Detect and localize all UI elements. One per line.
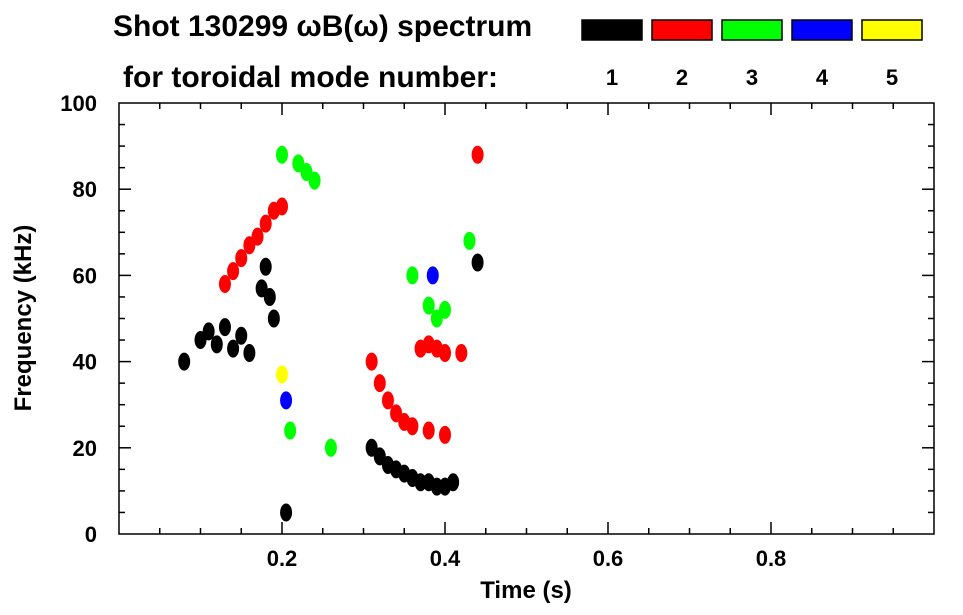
legend-swatch-4 — [791, 19, 853, 41]
spectrum-point-n3-9 — [439, 300, 451, 319]
x-tick-label: 0.4 — [430, 546, 461, 571]
spectrum-point-n2-4 — [251, 227, 264, 246]
spectrum-point-n2-20 — [455, 343, 468, 362]
y-tick-label: 0 — [85, 522, 97, 547]
spectrum-point-n3-10 — [463, 231, 476, 250]
legend-label-5: 5 — [886, 65, 898, 90]
spectrum-point-n2-21 — [471, 145, 484, 164]
legend-swatch-1 — [581, 19, 643, 41]
y-tick-label: 60 — [73, 263, 97, 288]
chart-subtitle: for toroidal mode number: — [123, 61, 498, 94]
spectrum-point-n2-1 — [227, 262, 240, 281]
spectrum-point-n1-3 — [210, 335, 223, 354]
y-tick-label: 100 — [60, 91, 97, 116]
spectrum-point-n2-13 — [406, 417, 419, 436]
spectrum-point-n1-7 — [243, 343, 256, 362]
spectrum-point-n2-2 — [235, 249, 248, 268]
spectrum-point-n2-9 — [373, 374, 386, 393]
spectrum-point-n2-5 — [259, 214, 272, 233]
spectrum-data — [178, 145, 484, 522]
y-tick-label: 40 — [73, 350, 97, 375]
y-tick-labels: 0 20 40 60 80 100 — [60, 91, 97, 547]
x-axis-title: Time (s) — [480, 577, 572, 604]
spectrum-point-n1-6 — [235, 326, 248, 345]
legend-swatch-2 — [651, 19, 713, 41]
plot-frame — [118, 102, 935, 535]
spectrum-point-n3-6 — [406, 266, 419, 285]
legend-label-3: 3 — [746, 65, 758, 90]
spectrum-point-n2-7 — [276, 197, 288, 216]
x-tick-label: 0.2 — [267, 546, 298, 571]
axis-ticks — [119, 103, 934, 534]
x-tick-label: 0.8 — [756, 546, 787, 571]
spectrum-point-n1-2 — [202, 322, 215, 341]
spectrum-point-n2-10 — [381, 391, 394, 410]
legend-label-2: 2 — [676, 65, 688, 90]
legend: 1 2 3 4 5 — [581, 19, 923, 90]
spectrum-point-n2-0 — [218, 275, 231, 294]
spectrum-point-n1-9 — [259, 257, 272, 276]
spectrum-point-n2-14 — [422, 421, 435, 440]
spectrum-point-n2-8 — [365, 352, 378, 371]
spectrum-point-n3-3 — [308, 171, 321, 190]
spectrum-point-n3-7 — [422, 296, 435, 315]
spectrum-point-n2-19 — [439, 343, 451, 362]
spectrum-point-n1-5 — [227, 339, 240, 358]
legend-swatch-5 — [861, 19, 923, 41]
y-tick-label: 20 — [73, 436, 97, 461]
spectrum-point-n1-23 — [447, 473, 460, 492]
y-tick-label: 80 — [73, 177, 97, 202]
spectrum-point-n1-11 — [267, 309, 280, 328]
legend-label-4: 4 — [816, 65, 829, 90]
spectrum-point-n1-24 — [471, 253, 484, 272]
spectrum-point-n3-5 — [324, 438, 337, 457]
spectrum-point-n4-1 — [426, 266, 439, 285]
spectrum-point-n2-15 — [439, 425, 451, 444]
spectrum-point-n1-10 — [263, 287, 276, 306]
spectrum-point-n3-4 — [284, 421, 297, 440]
spectrum-point-n3-0 — [276, 145, 288, 164]
spectrum-point-n1-4 — [218, 318, 231, 337]
spectrum-point-n1-12 — [280, 503, 293, 522]
x-tick-label: 0.6 — [593, 546, 624, 571]
spectrum-point-n5-0 — [276, 365, 288, 384]
spectrum-point-n4-0 — [280, 391, 293, 410]
legend-label-1: 1 — [606, 65, 618, 90]
legend-swatch-3 — [721, 19, 783, 41]
x-tick-labels: 0.2 0.4 0.6 0.8 — [267, 546, 787, 571]
y-axis-title: Frequency (kHz) — [10, 225, 37, 412]
chart-title: Shot 130299 ωB(ω) spectrum — [113, 10, 532, 43]
spectrum-point-n1-0 — [178, 352, 191, 371]
